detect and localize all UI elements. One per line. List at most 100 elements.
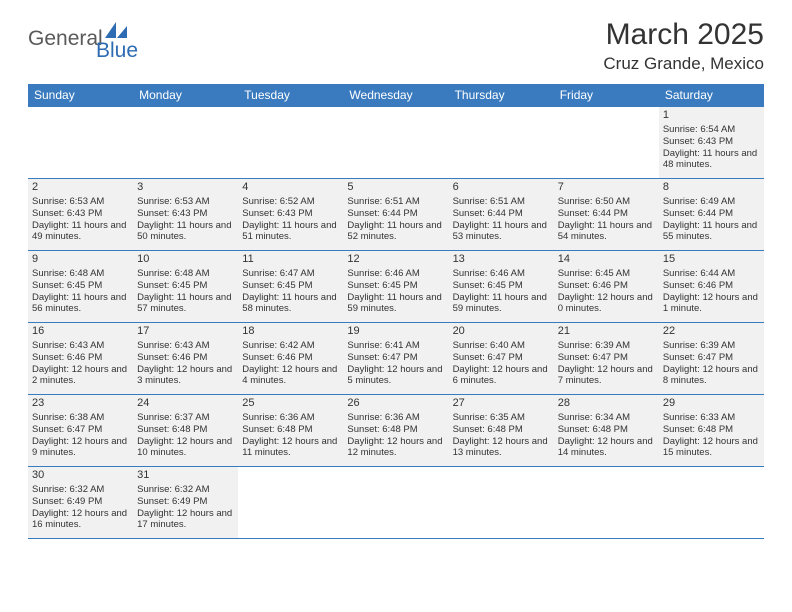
daylight-line: Daylight: 12 hours and 0 minutes.: [558, 292, 655, 316]
sunset-line: Sunset: 6:46 PM: [137, 352, 234, 364]
sunset-line: Sunset: 6:46 PM: [32, 352, 129, 364]
daylight-line: Daylight: 11 hours and 59 minutes.: [347, 292, 444, 316]
day-cell: 9Sunrise: 6:48 AMSunset: 6:45 PMDaylight…: [28, 251, 133, 323]
day-cell: 31Sunrise: 6:32 AMSunset: 6:49 PMDayligh…: [133, 467, 238, 539]
daylight-line: Daylight: 11 hours and 50 minutes.: [137, 220, 234, 244]
daylight-line: Daylight: 12 hours and 4 minutes.: [242, 364, 339, 388]
empty-cell: [133, 107, 238, 179]
daylight-line: Daylight: 12 hours and 11 minutes.: [242, 436, 339, 460]
day-cell: 7Sunrise: 6:50 AMSunset: 6:44 PMDaylight…: [554, 179, 659, 251]
day-number: 25: [242, 397, 339, 411]
calendar-body: 1Sunrise: 6:54 AMSunset: 6:43 PMDaylight…: [28, 107, 764, 539]
sunrise-line: Sunrise: 6:40 AM: [453, 340, 550, 352]
sunset-line: Sunset: 6:48 PM: [453, 424, 550, 436]
daylight-line: Daylight: 12 hours and 3 minutes.: [137, 364, 234, 388]
calendar-row: 30Sunrise: 6:32 AMSunset: 6:49 PMDayligh…: [28, 467, 764, 539]
sunrise-line: Sunrise: 6:53 AM: [32, 196, 129, 208]
sunrise-line: Sunrise: 6:35 AM: [453, 412, 550, 424]
sunrise-line: Sunrise: 6:38 AM: [32, 412, 129, 424]
day-cell: 14Sunrise: 6:45 AMSunset: 6:46 PMDayligh…: [554, 251, 659, 323]
daylight-line: Daylight: 12 hours and 14 minutes.: [558, 436, 655, 460]
empty-cell: [449, 467, 554, 539]
sunrise-line: Sunrise: 6:53 AM: [137, 196, 234, 208]
day-number: 17: [137, 325, 234, 339]
sunset-line: Sunset: 6:46 PM: [663, 280, 760, 292]
sunset-line: Sunset: 6:43 PM: [242, 208, 339, 220]
day-cell: 17Sunrise: 6:43 AMSunset: 6:46 PMDayligh…: [133, 323, 238, 395]
sunrise-line: Sunrise: 6:47 AM: [242, 268, 339, 280]
sunset-line: Sunset: 6:46 PM: [558, 280, 655, 292]
sunrise-line: Sunrise: 6:42 AM: [242, 340, 339, 352]
sunset-line: Sunset: 6:45 PM: [242, 280, 339, 292]
daylight-line: Daylight: 11 hours and 49 minutes.: [32, 220, 129, 244]
sunrise-line: Sunrise: 6:34 AM: [558, 412, 655, 424]
calendar-row: 16Sunrise: 6:43 AMSunset: 6:46 PMDayligh…: [28, 323, 764, 395]
day-cell: 25Sunrise: 6:36 AMSunset: 6:48 PMDayligh…: [238, 395, 343, 467]
day-cell: 28Sunrise: 6:34 AMSunset: 6:48 PMDayligh…: [554, 395, 659, 467]
day-cell: 20Sunrise: 6:40 AMSunset: 6:47 PMDayligh…: [449, 323, 554, 395]
day-number: 11: [242, 253, 339, 267]
sunset-line: Sunset: 6:43 PM: [663, 136, 760, 148]
logo-text-blue: Blue: [96, 39, 197, 63]
weekday-header: Thursday: [449, 84, 554, 107]
calendar-row: 2Sunrise: 6:53 AMSunset: 6:43 PMDaylight…: [28, 179, 764, 251]
day-number: 8: [663, 181, 760, 195]
day-cell: 1Sunrise: 6:54 AMSunset: 6:43 PMDaylight…: [659, 107, 764, 179]
sunrise-line: Sunrise: 6:39 AM: [663, 340, 760, 352]
weekday-header: Tuesday: [238, 84, 343, 107]
sunset-line: Sunset: 6:44 PM: [453, 208, 550, 220]
empty-cell: [238, 467, 343, 539]
daylight-line: Daylight: 12 hours and 6 minutes.: [453, 364, 550, 388]
sunrise-line: Sunrise: 6:45 AM: [558, 268, 655, 280]
empty-cell: [659, 467, 764, 539]
day-cell: 3Sunrise: 6:53 AMSunset: 6:43 PMDaylight…: [133, 179, 238, 251]
empty-cell: [238, 107, 343, 179]
daylight-line: Daylight: 12 hours and 5 minutes.: [347, 364, 444, 388]
logo: GeneralBlue: [28, 24, 129, 71]
calendar-table: SundayMondayTuesdayWednesdayThursdayFrid…: [28, 84, 764, 539]
sunrise-line: Sunrise: 6:49 AM: [663, 196, 760, 208]
daylight-line: Daylight: 11 hours and 48 minutes.: [663, 148, 760, 172]
day-number: 15: [663, 253, 760, 267]
sunset-line: Sunset: 6:43 PM: [137, 208, 234, 220]
sunset-line: Sunset: 6:47 PM: [663, 352, 760, 364]
day-cell: 15Sunrise: 6:44 AMSunset: 6:46 PMDayligh…: [659, 251, 764, 323]
day-number: 23: [32, 397, 129, 411]
logo-text-general: General: [28, 27, 103, 51]
sunrise-line: Sunrise: 6:46 AM: [453, 268, 550, 280]
sunset-line: Sunset: 6:47 PM: [453, 352, 550, 364]
weekday-header: Sunday: [28, 84, 133, 107]
day-number: 6: [453, 181, 550, 195]
sunset-line: Sunset: 6:47 PM: [347, 352, 444, 364]
sunset-line: Sunset: 6:45 PM: [347, 280, 444, 292]
daylight-line: Daylight: 12 hours and 8 minutes.: [663, 364, 760, 388]
sunrise-line: Sunrise: 6:33 AM: [663, 412, 760, 424]
day-number: 27: [453, 397, 550, 411]
daylight-line: Daylight: 12 hours and 13 minutes.: [453, 436, 550, 460]
day-cell: 18Sunrise: 6:42 AMSunset: 6:46 PMDayligh…: [238, 323, 343, 395]
day-cell: 24Sunrise: 6:37 AMSunset: 6:48 PMDayligh…: [133, 395, 238, 467]
day-cell: 8Sunrise: 6:49 AMSunset: 6:44 PMDaylight…: [659, 179, 764, 251]
sunrise-line: Sunrise: 6:41 AM: [347, 340, 444, 352]
location: Cruz Grande, Mexico: [603, 54, 764, 74]
day-number: 13: [453, 253, 550, 267]
page: GeneralBlue March 2025 Cruz Grande, Mexi…: [0, 0, 792, 557]
day-number: 16: [32, 325, 129, 339]
daylight-line: Daylight: 11 hours and 56 minutes.: [32, 292, 129, 316]
empty-cell: [343, 107, 448, 179]
day-cell: 12Sunrise: 6:46 AMSunset: 6:45 PMDayligh…: [343, 251, 448, 323]
day-cell: 23Sunrise: 6:38 AMSunset: 6:47 PMDayligh…: [28, 395, 133, 467]
sunrise-line: Sunrise: 6:54 AM: [663, 124, 760, 136]
day-number: 1: [663, 109, 760, 123]
sunrise-line: Sunrise: 6:43 AM: [137, 340, 234, 352]
day-cell: 13Sunrise: 6:46 AMSunset: 6:45 PMDayligh…: [449, 251, 554, 323]
daylight-line: Daylight: 12 hours and 16 minutes.: [32, 508, 129, 532]
day-cell: 10Sunrise: 6:48 AMSunset: 6:45 PMDayligh…: [133, 251, 238, 323]
sunset-line: Sunset: 6:43 PM: [32, 208, 129, 220]
day-number: 9: [32, 253, 129, 267]
daylight-line: Daylight: 11 hours and 51 minutes.: [242, 220, 339, 244]
day-cell: 27Sunrise: 6:35 AMSunset: 6:48 PMDayligh…: [449, 395, 554, 467]
sunset-line: Sunset: 6:45 PM: [453, 280, 550, 292]
day-number: 26: [347, 397, 444, 411]
day-number: 12: [347, 253, 444, 267]
